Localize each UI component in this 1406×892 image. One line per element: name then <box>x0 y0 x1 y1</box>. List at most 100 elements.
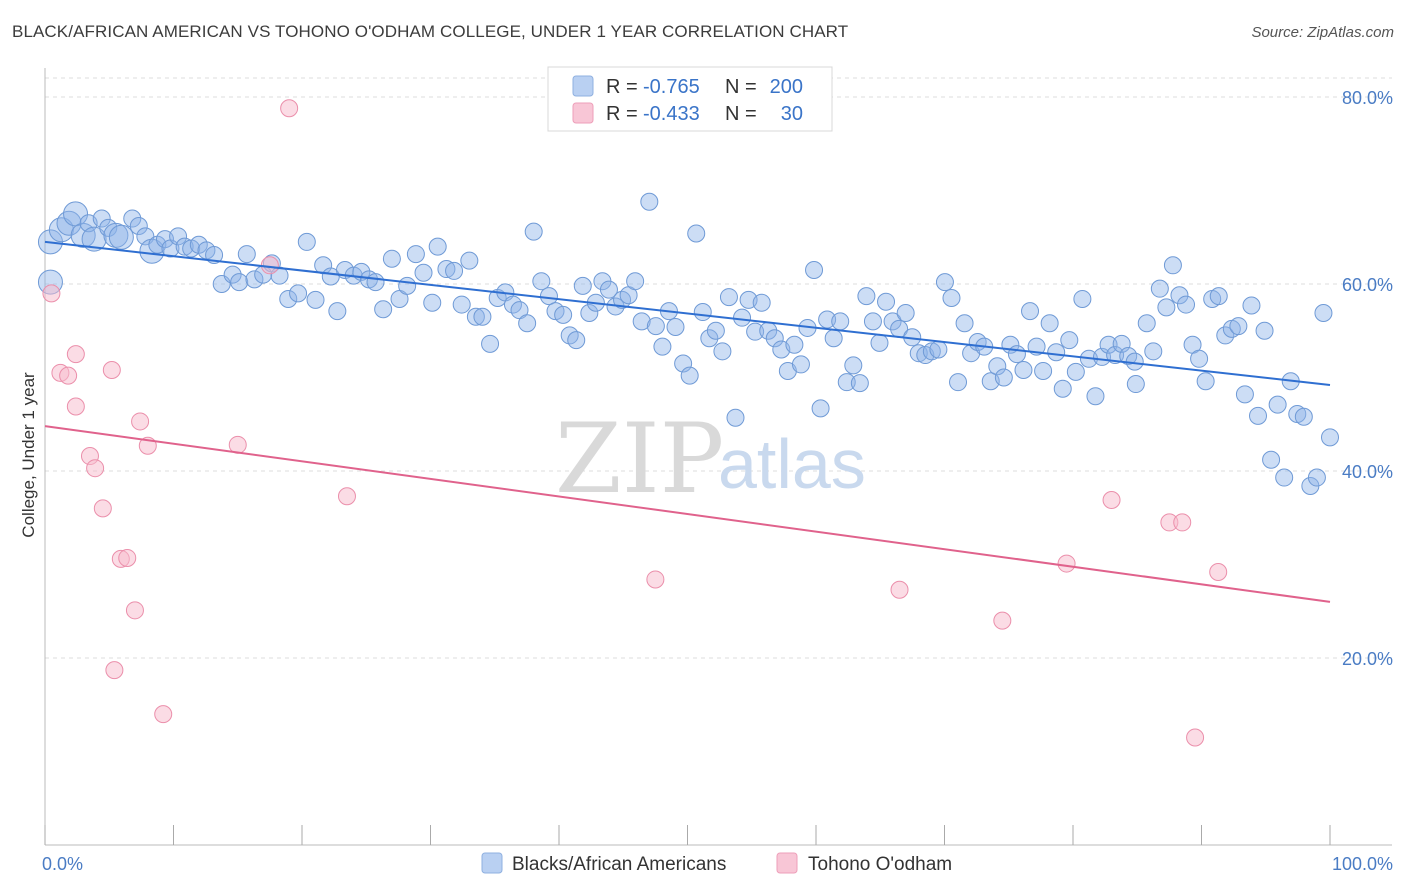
blue-point <box>230 273 249 292</box>
blue-point <box>374 300 393 319</box>
blue-point <box>942 289 961 308</box>
blue-point <box>297 232 316 251</box>
blue-point <box>1066 362 1085 381</box>
blue-point <box>481 334 500 353</box>
blue-point <box>733 308 752 327</box>
pink-point <box>66 397 85 416</box>
series-swatch-blacks <box>481 852 503 874</box>
y-tick-label: 40.0% <box>1342 462 1393 482</box>
legend-n-label-pink: N = <box>725 103 757 125</box>
trend-lines <box>44 240 1331 603</box>
pink-point <box>1057 554 1076 573</box>
blue-point <box>1229 317 1248 336</box>
blue-point <box>640 192 659 211</box>
blue-point <box>532 272 551 291</box>
blue-point <box>850 374 869 393</box>
blue-point <box>1196 372 1215 391</box>
blue-point <box>706 321 725 340</box>
legend-swatch-pink <box>572 102 594 124</box>
chart-title: BLACK/AFRICAN AMERICAN VS TOHONO O'ODHAM… <box>12 22 849 41</box>
blue-point <box>857 287 876 306</box>
blue-point <box>328 302 347 321</box>
legend-r-value-pink: -0.433 <box>643 103 700 125</box>
blue-point <box>1216 326 1235 345</box>
blue-point <box>245 270 264 289</box>
pink-point <box>93 499 112 518</box>
x-tick-label: 0.0% <box>42 854 83 874</box>
blue-point <box>896 303 915 322</box>
blue-point <box>48 217 74 243</box>
blue-point <box>837 373 856 392</box>
y-tick-label: 60.0% <box>1342 275 1393 295</box>
legend-n-value-blue: 200 <box>770 76 803 98</box>
pink-point <box>154 705 173 724</box>
blue-point <box>1163 256 1182 275</box>
blue-point <box>1177 295 1196 314</box>
series-swatch-tohono <box>776 852 798 874</box>
blue-point <box>719 288 738 307</box>
blue-point <box>746 322 765 341</box>
blue-point <box>778 361 797 380</box>
blue-point <box>1047 343 1066 362</box>
blue-point <box>870 333 889 352</box>
blue-point <box>1190 349 1209 368</box>
blue-point <box>437 260 456 279</box>
blue-point <box>785 335 804 354</box>
pink-point <box>66 345 85 364</box>
series-label-tohono: Tohono O'odham <box>808 854 952 875</box>
x-tick-label: 100.0% <box>1332 854 1393 874</box>
blue-point <box>1294 407 1313 426</box>
blue-point <box>1321 428 1339 447</box>
blue-point <box>1157 298 1176 317</box>
blue-point <box>929 340 948 359</box>
correlation-legend: R = -0.765 N = 200 R = -0.433 N = 30 <box>547 66 833 132</box>
blue-point <box>175 237 194 256</box>
blue-point <box>289 284 308 303</box>
blue-point <box>406 245 425 264</box>
blue-point <box>1249 406 1268 425</box>
blue-point <box>460 251 479 270</box>
blue-point <box>1255 321 1274 340</box>
blue-point <box>1268 395 1287 414</box>
blue-point <box>693 303 712 322</box>
blue-point <box>567 331 586 350</box>
blue-point <box>428 237 447 256</box>
y-axis-title: College, Under 1 year <box>19 372 38 538</box>
blue-point <box>1126 375 1145 394</box>
series-label-blacks: Blacks/African Americans <box>512 854 726 875</box>
blue-point <box>366 273 385 292</box>
blue-point <box>1034 361 1053 380</box>
blue-point <box>909 344 928 363</box>
pink-point <box>59 366 78 385</box>
blue-point <box>687 224 706 243</box>
blue-point <box>805 260 824 279</box>
blue-point <box>666 318 685 337</box>
pink-point <box>125 601 144 620</box>
blue-point <box>518 314 537 333</box>
watermark-zip: ZIP <box>555 403 724 515</box>
blue-point <box>129 217 148 236</box>
pink-point <box>102 361 121 380</box>
pink-point <box>337 487 356 506</box>
watermark: ZIP atlas <box>555 403 866 515</box>
legend-r-value-blue: -0.765 <box>643 76 700 98</box>
blue-point <box>1209 287 1228 306</box>
blue-point <box>1060 331 1079 350</box>
blue-point <box>382 249 401 268</box>
blue-point <box>1150 279 1169 298</box>
blue-point <box>205 246 224 265</box>
blue-point <box>445 261 464 280</box>
blue-point <box>473 307 492 326</box>
blue-point <box>752 293 771 312</box>
blue-point <box>466 307 485 326</box>
blue-point <box>452 295 471 314</box>
blue-point <box>726 408 745 427</box>
blue-point <box>414 263 433 282</box>
blue-point <box>1307 468 1326 487</box>
blue-point <box>949 373 968 392</box>
blue-point <box>92 209 111 228</box>
legend-r-label-pink: R = <box>606 103 638 125</box>
blue-point <box>70 222 96 248</box>
pink-point <box>86 459 105 478</box>
